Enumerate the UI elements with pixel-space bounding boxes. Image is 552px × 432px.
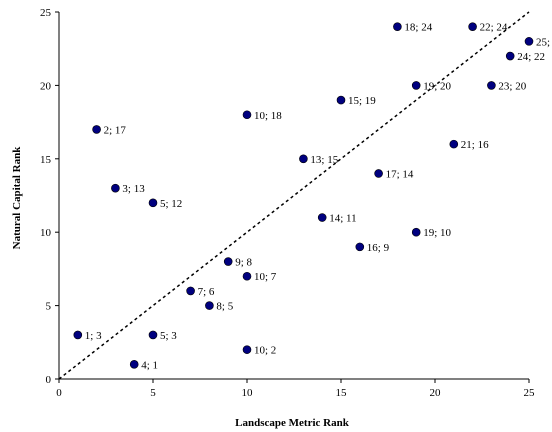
data-point <box>374 169 383 178</box>
y-tick-label: 25 <box>40 7 52 19</box>
y-tick-label: 15 <box>40 154 52 166</box>
x-tick-label: 10 <box>242 387 254 399</box>
data-point <box>317 213 327 222</box>
data-point <box>111 183 120 193</box>
y-axis-title: Natural Capital Rank <box>11 146 23 250</box>
x-tick-label: 0 <box>56 387 62 399</box>
data-point-label: 18; 24 <box>404 22 432 34</box>
data-point <box>411 227 421 237</box>
data-point <box>336 95 346 105</box>
data-point-label: 7; 6 <box>198 286 215 298</box>
data-point <box>92 125 101 134</box>
data-point-label: 9; 8 <box>235 257 252 269</box>
data-point-label: 19; 10 <box>423 227 451 239</box>
data-point-label: 24; 22 <box>517 51 545 63</box>
data-point <box>148 330 158 340</box>
data-point <box>186 286 195 296</box>
x-axis-title: Landscape Metric Rank <box>235 417 350 429</box>
data-point-label: 14; 11 <box>329 213 356 225</box>
x-tick-label: 20 <box>430 387 442 399</box>
data-point-label: 15; 19 <box>348 95 376 107</box>
data-point-label: 13; 15 <box>310 154 338 166</box>
data-point-label: 10; 18 <box>254 110 282 122</box>
y-tick-label: 5 <box>46 301 52 313</box>
data-point <box>487 81 496 90</box>
data-point <box>242 345 252 354</box>
data-point <box>393 22 402 31</box>
data-point-label: 8; 5 <box>216 301 233 313</box>
data-point <box>299 154 308 164</box>
x-tick-label: 25 <box>524 387 536 399</box>
data-point-label: 10; 7 <box>254 271 277 283</box>
data-point-label: 25; 23 <box>536 36 552 48</box>
data-point-label: 4; 1 <box>141 359 158 371</box>
data-point-label: 16; 9 <box>367 242 390 254</box>
data-point-label: 23; 20 <box>498 80 526 92</box>
data-point-label: 22; 24 <box>480 22 508 34</box>
data-point <box>505 51 515 61</box>
x-tick-label: 5 <box>150 387 156 399</box>
data-point-label: 21; 16 <box>461 139 489 151</box>
data-point <box>355 242 365 252</box>
data-point <box>468 22 477 31</box>
data-point-label: 3; 13 <box>122 183 145 195</box>
data-point <box>242 110 252 120</box>
data-point <box>411 81 421 90</box>
data-point-label: 5; 12 <box>160 198 182 210</box>
data-point-label: 2; 17 <box>104 124 127 136</box>
data-point <box>449 139 459 149</box>
data-point <box>148 198 158 208</box>
data-point <box>129 360 139 369</box>
data-point <box>242 271 252 281</box>
data-point-label: 10; 2 <box>254 345 276 357</box>
data-point <box>223 257 233 266</box>
data-point <box>524 37 534 46</box>
data-point <box>73 330 83 340</box>
data-point-label: 17; 14 <box>386 168 414 180</box>
y-tick-label: 0 <box>46 374 52 386</box>
y-tick-label: 10 <box>40 227 52 239</box>
x-tick-label: 15 <box>336 387 348 399</box>
data-point-label: 1; 3 <box>85 330 102 342</box>
data-point <box>205 301 214 310</box>
data-point-label: 5; 3 <box>160 330 177 342</box>
y-tick-label: 20 <box>40 80 52 92</box>
diagonal-reference-line <box>58 11 530 380</box>
data-point-label: 19; 20 <box>423 80 451 92</box>
